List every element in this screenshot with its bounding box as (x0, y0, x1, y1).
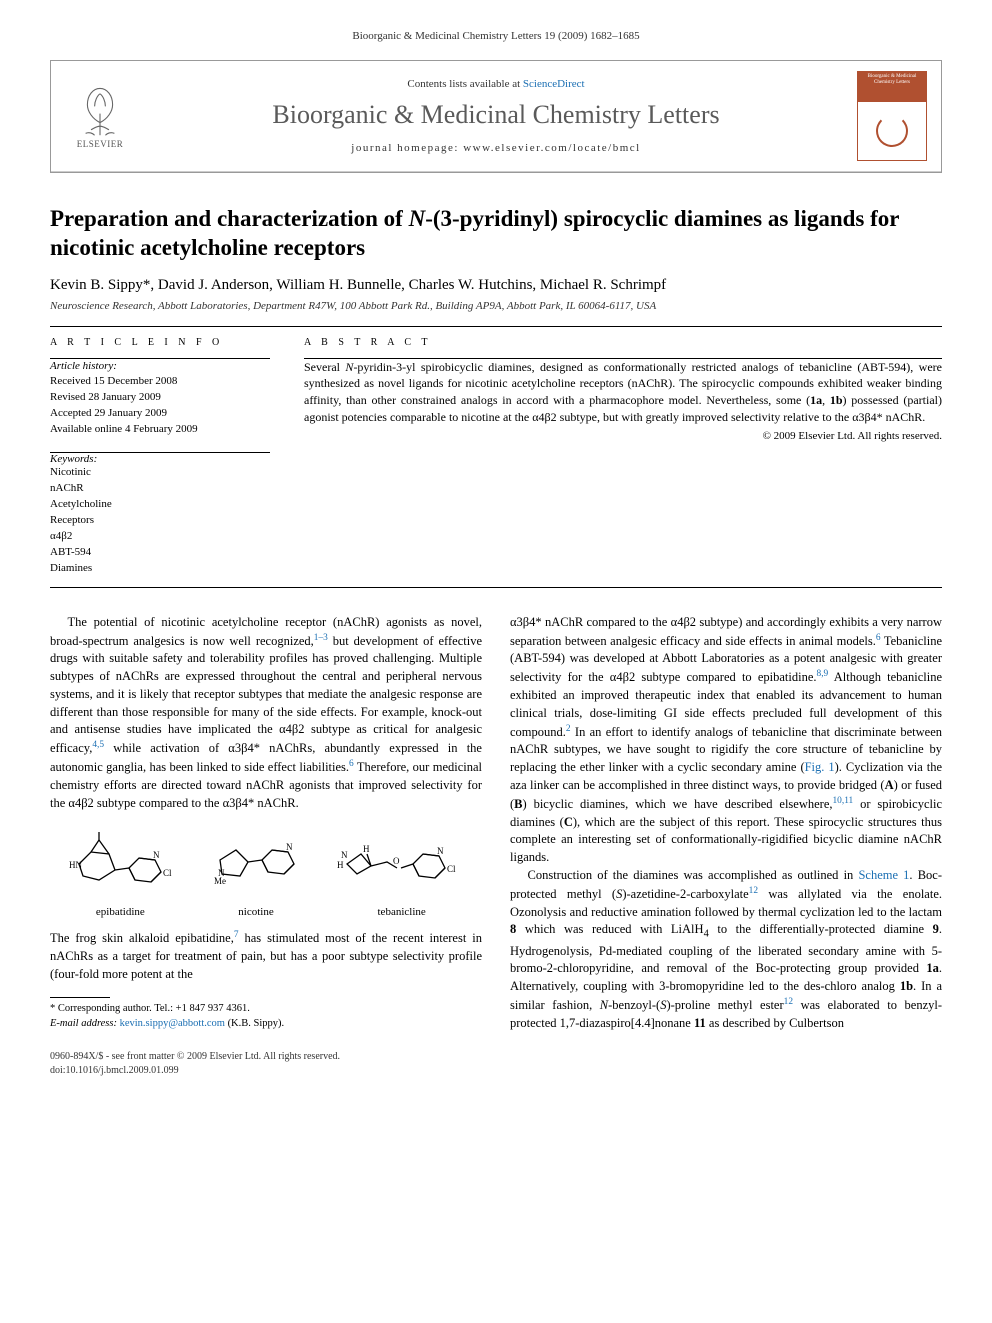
journal-masthead: ELSEVIER Contents lists available at Sci… (50, 60, 942, 173)
keyword: Diamines (50, 561, 270, 577)
history-revised: Revised 28 January 2009 (50, 390, 270, 406)
body-two-column: The potential of nicotinic acetylcholine… (50, 614, 942, 1033)
keywords-list: Nicotinic nAChR Acetylcholine Receptors … (50, 465, 270, 577)
article-info-column: A R T I C L E I N F O Article history: R… (50, 337, 270, 577)
svg-text:HN: HN (69, 860, 82, 870)
svg-text:H: H (363, 844, 370, 854)
right-column: α3β4* nAChR compared to the α4β2 subtype… (510, 614, 942, 1033)
abstract-heading: A B S T R A C T (304, 337, 942, 348)
email-label: E-mail address: (50, 1018, 117, 1029)
author-list: Kevin B. Sippy*, David J. Anderson, Will… (50, 277, 942, 294)
article-title: Preparation and characterization of N-(3… (50, 205, 942, 263)
footer-doi: doi:10.1016/j.bmcl.2009.01.099 (50, 1064, 942, 1078)
affiliation: Neuroscience Research, Abbott Laboratori… (50, 300, 942, 312)
chem-structure-icon: Me N N (206, 824, 306, 902)
keyword: Receptors (50, 513, 270, 529)
chem-nicotine: Me N N nicotine (206, 824, 306, 921)
cover-swirl-icon (876, 115, 908, 147)
footnote-rule (50, 997, 110, 998)
svg-text:N: N (218, 868, 225, 878)
svg-text:N: N (153, 850, 160, 860)
page-footer: 0960-894X/$ - see front matter © 2009 El… (50, 1050, 942, 1077)
article-info-heading: A R T I C L E I N F O (50, 337, 270, 348)
svg-text:N: N (341, 850, 348, 860)
keyword: ABT-594 (50, 545, 270, 561)
corresponding-author: * Corresponding author. Tel.: +1 847 937… (50, 1002, 482, 1017)
abstract-copyright: © 2009 Elsevier Ltd. All rights reserved… (304, 430, 942, 442)
body-paragraph: The potential of nicotinic acetylcholine… (50, 614, 482, 813)
homepage-url[interactable]: www.elsevier.com/locate/bmcl (463, 142, 641, 154)
running-header: Bioorganic & Medicinal Chemistry Letters… (50, 30, 942, 42)
chem-structure-icon: HN N Cl (65, 824, 175, 902)
contents-prefix: Contents lists available at (407, 78, 522, 90)
svg-text:Cl: Cl (163, 868, 172, 878)
rule-bottom (50, 587, 942, 588)
history-label: Article history: (50, 359, 270, 375)
keywords-label: Keywords: (50, 453, 270, 465)
keyword: nAChR (50, 481, 270, 497)
email-who: (K.B. Sippy). (228, 1018, 285, 1029)
email-link[interactable]: kevin.sippy@abbott.com (120, 1018, 225, 1029)
chem-label: nicotine (238, 905, 273, 921)
keyword: Acetylcholine (50, 497, 270, 513)
body-paragraph: α3β4* nAChR compared to the α4β2 subtype… (510, 614, 942, 867)
svg-text:O: O (393, 856, 400, 866)
chem-label: epibatidine (96, 905, 145, 921)
keyword: Nicotinic (50, 465, 270, 481)
contents-line: Contents lists available at ScienceDirec… (149, 78, 843, 90)
journal-name: Bioorganic & Medicinal Chemistry Letters (149, 100, 843, 130)
body-paragraph: Construction of the diamines was accompl… (510, 867, 942, 1033)
abstract-text: Several N-pyridin-3-yl spirobicyclic dia… (304, 359, 942, 426)
sciencedirect-link[interactable]: ScienceDirect (523, 78, 585, 90)
body-paragraph: The frog skin alkaloid epibatidine,7 has… (50, 929, 482, 983)
chemical-structures-row: HN N Cl epibatidine (50, 824, 482, 921)
chem-label: tebanicline (378, 905, 426, 921)
history-received: Received 15 December 2008 (50, 374, 270, 390)
svg-text:Cl: Cl (447, 864, 456, 874)
journal-cover-thumbnail: Bioorganic & Medicinal Chemistry Letters (857, 71, 927, 161)
cover-title: Bioorganic & Medicinal Chemistry Letters (858, 72, 926, 102)
chem-structure-icon: N H H O N Cl (337, 824, 467, 902)
footnotes: * Corresponding author. Tel.: +1 847 937… (50, 1002, 482, 1031)
elsevier-tree-icon (73, 83, 127, 137)
footer-copyright: 0960-894X/$ - see front matter © 2009 El… (50, 1050, 942, 1064)
elsevier-label: ELSEVIER (77, 139, 124, 149)
svg-text:H: H (337, 860, 344, 870)
left-column: The potential of nicotinic acetylcholine… (50, 614, 482, 1033)
history-accepted: Accepted 29 January 2009 (50, 406, 270, 422)
keyword: α4β2 (50, 529, 270, 545)
homepage-prefix: journal homepage: (351, 142, 463, 154)
chem-tebanicline: N H H O N Cl (337, 824, 467, 921)
svg-text:N: N (286, 842, 293, 852)
svg-text:N: N (437, 846, 444, 856)
elsevier-logo: ELSEVIER (65, 77, 135, 155)
rule-top (50, 326, 942, 327)
homepage-line: journal homepage: www.elsevier.com/locat… (149, 142, 843, 154)
abstract-column: A B S T R A C T Several N-pyridin-3-yl s… (304, 337, 942, 577)
history-online: Available online 4 February 2009 (50, 422, 270, 438)
chem-epibatidine: HN N Cl epibatidine (65, 824, 175, 921)
